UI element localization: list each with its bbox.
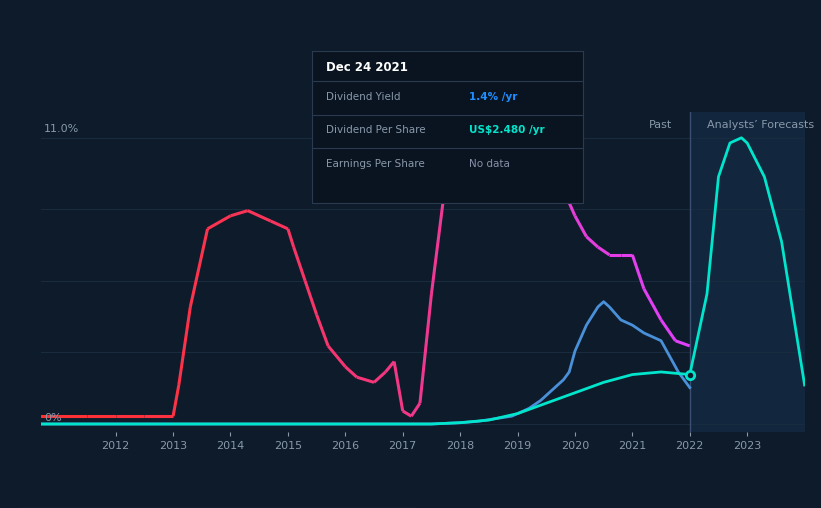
Text: Dec 24 2021: Dec 24 2021: [325, 61, 407, 75]
Text: 1.4% /yr: 1.4% /yr: [469, 92, 517, 102]
Text: Dividend Per Share: Dividend Per Share: [325, 125, 425, 136]
Text: No data: No data: [469, 159, 510, 169]
Text: Earnings Per Share: Earnings Per Share: [325, 159, 424, 169]
Text: Past: Past: [649, 120, 672, 130]
Text: Analysts’ Forecasts: Analysts’ Forecasts: [707, 120, 814, 130]
Text: 11.0%: 11.0%: [44, 124, 79, 134]
Text: 0%: 0%: [44, 412, 62, 423]
Text: Dividend Yield: Dividend Yield: [325, 92, 400, 102]
Bar: [690, 112, 816, 432]
Text: US$2.480 /yr: US$2.480 /yr: [469, 125, 545, 136]
